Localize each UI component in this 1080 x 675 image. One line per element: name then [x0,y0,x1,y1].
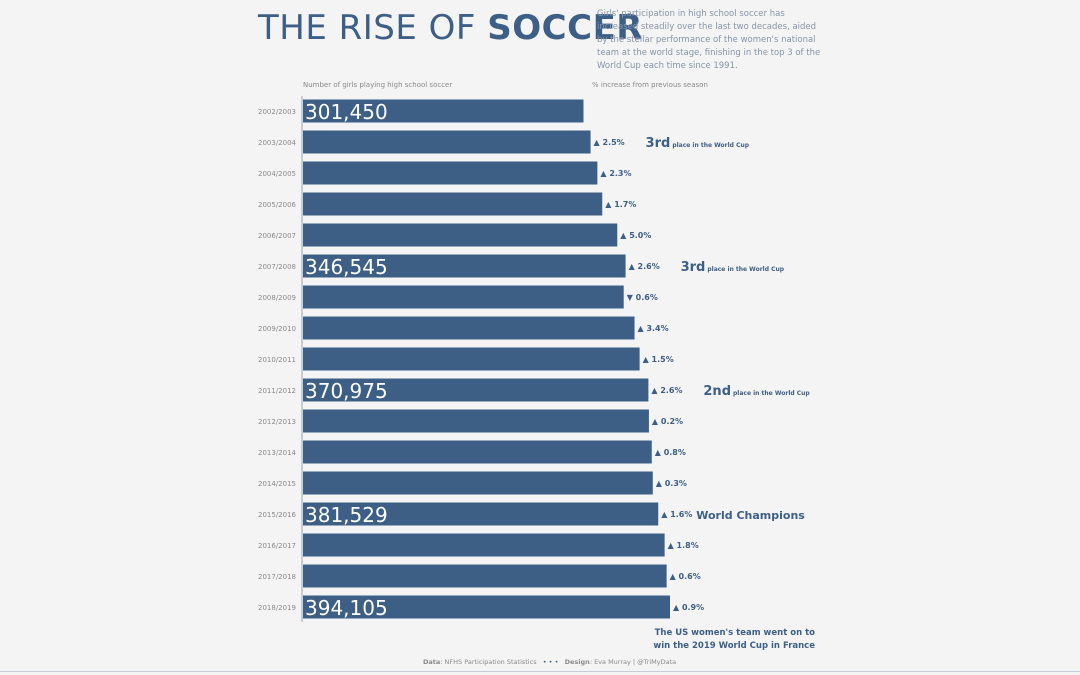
annotation: 3rd place in the World Cup [681,260,785,275]
bar [303,99,584,123]
category-label: 2007/2008 [258,263,296,271]
value-label: 370,975 [305,379,388,403]
bar [303,409,649,433]
category-label: 2006/2007 [258,232,296,240]
bar [303,223,618,247]
bar [303,440,652,464]
change-label: ▲ 1.7% [605,200,636,209]
annotation-big: 3rd [681,260,706,275]
annotation: World Champions [696,509,805,522]
bar [303,254,626,278]
annotation-small: place in the World Cup [672,142,749,149]
change-label: ▲ 1.5% [643,355,674,364]
change-label: ▲ 0.8% [655,448,686,457]
annotation: 3rd place in the World Cup [646,136,750,151]
bar [303,533,665,557]
bar [303,316,635,340]
change-label: ▲ 2.6% [629,262,660,271]
category-label: 2004/2005 [258,170,296,178]
footer-design-label: Design [564,658,590,666]
value-label: 381,529 [305,503,388,527]
category-label: 2010/2011 [258,356,296,364]
x-axis-label: Number of girls playing high school socc… [303,81,453,89]
change-label: ▲ 2.3% [600,169,631,178]
annotation-big: 2nd [703,384,731,399]
title-bold: SOCCER [487,8,643,48]
bar [303,192,603,216]
footer-data-label: Data [423,658,441,666]
change-label: ▲ 0.6% [670,572,701,581]
bar [303,285,624,309]
category-label: 2017/2018 [258,573,296,581]
change-label: ▲ 0.3% [656,479,687,488]
change-label: ▲ 0.2% [652,417,683,426]
annotation-small: place in the World Cup [733,390,810,397]
final-note: The US women's team went on to win the 2… [653,628,815,651]
footer-design-value: : Eva Murray | @TriMyData [589,658,677,666]
category-label: 2013/2014 [258,449,297,457]
bar [303,378,649,402]
change-label: ▼ 0.6% [627,293,658,302]
page-title: THE RISE OF SOCCER [258,8,643,48]
bar [303,564,667,588]
value-label: 394,105 [305,596,388,620]
category-label: 2009/2010 [258,325,296,333]
change-header: % increase from previous season [592,81,708,89]
change-label: ▲ 1.6% [661,510,692,519]
change-label: ▲ 2.5% [594,138,625,147]
change-label: ▲ 2.6% [651,386,682,395]
divider [0,671,1080,672]
category-label: 2008/2009 [258,294,296,302]
bar [303,595,670,619]
category-label: 2016/2017 [258,542,296,550]
footer-data-value: : NFHS Participation Statistics [440,658,537,666]
bar [303,161,598,185]
annotation-big: World Champions [696,509,805,522]
annotation-small: place in the World Cup [707,266,784,273]
footer: Data: NFHS Participation Statistics • • … [423,658,676,666]
category-label: 2011/2012 [258,387,296,395]
footer-separator: • • • [542,658,559,666]
category-label: 2018/2019 [258,604,296,612]
category-label: 2005/2006 [258,201,297,209]
bar [303,502,659,526]
value-label: 346,545 [305,255,388,279]
bar [303,347,640,371]
change-label: ▲ 3.4% [638,324,669,333]
category-label: 2002/2003 [258,108,296,116]
change-label: ▲ 1.8% [668,541,699,550]
bar [303,471,653,495]
bar [303,130,591,154]
annotation: 2nd place in the World Cup [703,384,810,399]
category-label: 2003/2004 [258,139,297,147]
change-label: ▲ 5.0% [620,231,651,240]
category-label: 2014/2015 [258,480,296,488]
change-label: ▲ 0.9% [673,603,704,612]
category-label: 2015/2016 [258,511,297,519]
category-label: 2012/2013 [258,418,296,426]
annotation-big: 3rd [646,136,671,151]
title-light: THE RISE OF [258,8,488,48]
value-label: 301,450 [305,100,388,124]
subtitle: Girls' participation in high school socc… [597,9,821,71]
